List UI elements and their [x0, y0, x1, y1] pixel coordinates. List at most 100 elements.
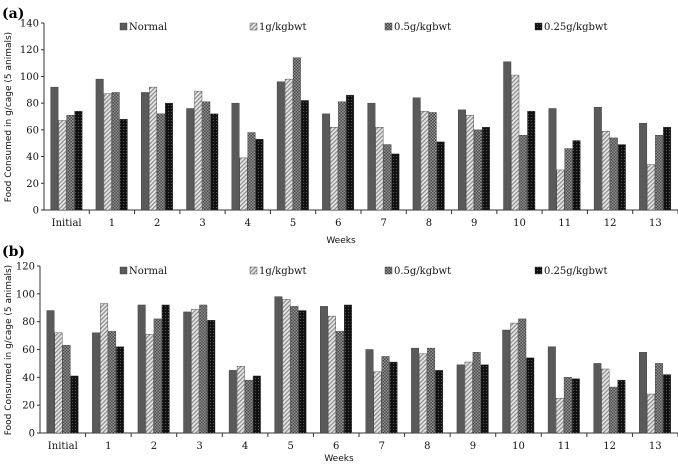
- bar-1g-kgbwt: [647, 393, 655, 434]
- bar-1g-kgbwt: [191, 308, 200, 434]
- bar-1g-kgbwt: [373, 371, 382, 434]
- bar-0-5g-kgbwt: [655, 363, 663, 434]
- bar-0-5g-kgbwt: [66, 114, 75, 211]
- legend-label: 0.25g/kgbwt: [544, 266, 607, 277]
- bar-0-5g-kgbwt: [290, 306, 299, 434]
- bar-0-5g-kgbwt: [518, 318, 527, 434]
- x-tick-label: 12: [603, 441, 616, 452]
- x-tick-label: 7: [380, 218, 386, 229]
- bar-1g-kgbwt: [58, 120, 67, 211]
- bar-0-5g-kgbwt: [62, 345, 71, 434]
- bar-normal: [92, 332, 101, 434]
- panel-label: (b): [2, 244, 25, 260]
- x-tick-label: 5: [287, 441, 293, 452]
- bar-normal: [95, 78, 104, 211]
- bar-normal: [502, 329, 511, 434]
- bar-0-5g-kgbwt: [338, 101, 347, 211]
- bar-normal: [458, 109, 466, 211]
- bar-normal: [322, 113, 331, 211]
- bar-1g-kgbwt: [511, 74, 520, 211]
- bar-normal: [186, 108, 195, 211]
- bar-0-25g-kgbwt: [116, 346, 125, 434]
- bar-0-5g-kgbwt: [519, 134, 528, 211]
- bar-0-25g-kgbwt: [165, 102, 173, 211]
- x-axis-title: Weeks: [324, 454, 354, 464]
- bar-0-25g-kgbwt: [252, 375, 261, 434]
- x-tick-label: 10: [512, 441, 525, 452]
- bar-0-5g-kgbwt: [655, 134, 664, 211]
- x-tick-label: 1: [109, 218, 115, 229]
- y-tick-label: 40: [22, 373, 35, 384]
- bar-0-25g-kgbwt: [389, 361, 398, 434]
- legend-swatch: [534, 266, 543, 275]
- x-tick-label: 3: [199, 218, 205, 229]
- bar-normal: [365, 349, 374, 434]
- x-tick-label: 13: [649, 441, 662, 452]
- bar-0-25g-kgbwt: [663, 126, 672, 211]
- bar-0-25g-kgbwt: [617, 144, 626, 211]
- y-tick-label: 120: [20, 45, 39, 56]
- bar-normal: [456, 364, 465, 434]
- bar-1g-kgbwt: [103, 93, 112, 211]
- bar-0-25g-kgbwt: [346, 94, 355, 211]
- bar-normal: [320, 306, 328, 434]
- bar-0-25g-kgbwt: [207, 320, 216, 434]
- y-tick-label: 120: [16, 262, 35, 273]
- y-tick-label: 140: [20, 19, 39, 30]
- bar-normal: [183, 311, 192, 434]
- legend-label: 1g/kgbwt: [259, 266, 307, 277]
- bar-0-5g-kgbwt: [472, 352, 481, 434]
- bar-1g-kgbwt: [100, 303, 109, 434]
- bar-0-25g-kgbwt: [526, 357, 535, 434]
- panel-label: (a): [2, 6, 24, 22]
- x-tick-label: 12: [604, 218, 617, 229]
- x-tick-label: Initial: [52, 218, 82, 229]
- bar-1g-kgbwt: [466, 114, 474, 211]
- bar-0-5g-kgbwt: [563, 377, 572, 434]
- bar-normal: [593, 363, 602, 434]
- bar-0-5g-kgbwt: [383, 144, 392, 211]
- bar-0-25g-kgbwt: [210, 113, 219, 211]
- bar-normal: [503, 61, 512, 211]
- bar-0-5g-kgbwt: [609, 386, 618, 434]
- bar-normal: [593, 106, 602, 211]
- bar-0-25g-kgbwt: [436, 141, 445, 211]
- legend-label: 1g/kgbwt: [259, 22, 307, 33]
- x-tick-label: 4: [245, 218, 251, 229]
- x-tick-label: 8: [424, 441, 430, 452]
- bar-normal: [46, 310, 55, 434]
- x-tick-label: 5: [290, 218, 296, 229]
- x-tick-label: 2: [154, 218, 160, 229]
- bar-1g-kgbwt: [420, 110, 429, 211]
- legend-swatch: [384, 266, 393, 275]
- bar-0-25g-kgbwt: [663, 374, 671, 434]
- bar-normal: [367, 102, 376, 211]
- legend-swatch: [384, 22, 393, 31]
- bar-1g-kgbwt: [556, 169, 565, 211]
- bar-0-5g-kgbwt: [199, 304, 208, 434]
- x-tick-label: 1: [105, 441, 111, 452]
- y-tick-label: 20: [26, 179, 39, 190]
- legend-swatch: [119, 266, 128, 275]
- bar-1g-kgbwt: [330, 126, 339, 211]
- x-tick-label: 11: [558, 441, 571, 452]
- y-tick-label: 40: [26, 152, 39, 163]
- bar-1g-kgbwt: [145, 333, 154, 434]
- bar-0-25g-kgbwt: [480, 364, 489, 434]
- bar-0-5g-kgbwt: [153, 318, 162, 434]
- bar-1g-kgbwt: [555, 398, 564, 434]
- bar-0-25g-kgbwt: [391, 153, 400, 211]
- bar-1g-kgbwt: [194, 90, 203, 211]
- bar-0-25g-kgbwt: [298, 310, 307, 434]
- bar-0-5g-kgbwt: [292, 57, 301, 211]
- bar-0-5g-kgbwt: [474, 129, 482, 211]
- bar-0-25g-kgbwt: [482, 126, 490, 211]
- legend-swatch: [534, 22, 543, 31]
- bar-1g-kgbwt: [601, 368, 610, 434]
- y-tick-label: 0: [33, 206, 39, 217]
- bar-1g-kgbwt: [510, 322, 519, 434]
- bar-0-5g-kgbwt: [247, 132, 256, 211]
